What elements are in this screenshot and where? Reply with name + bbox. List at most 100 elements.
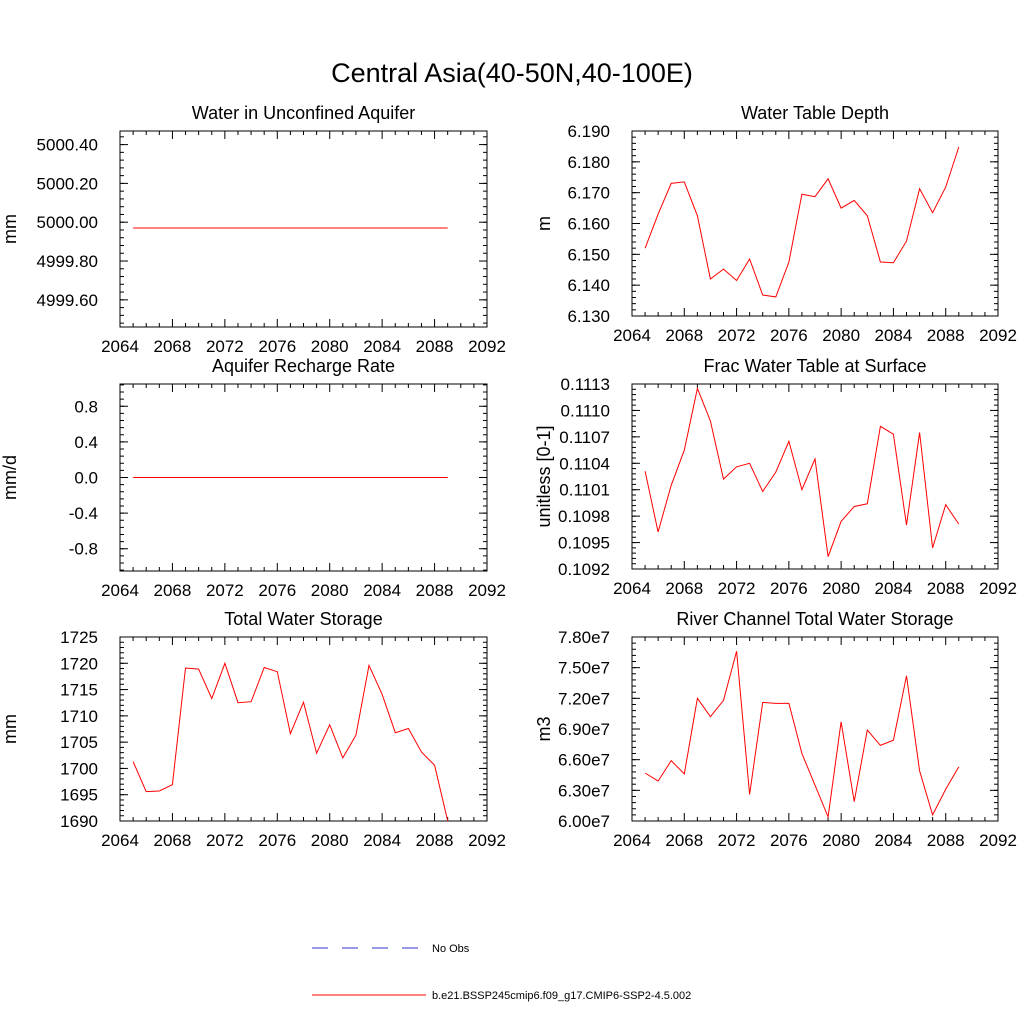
panel-water-table-depth: Water Table Depth 2064 2068 2072 2076 2080 208…: [534, 103, 1017, 345]
panel-total-water-storage: Total Water Storage 2064 2068 2072 2076 2080 2…: [0, 609, 506, 850]
y-tick-label: 6.130: [567, 307, 610, 326]
y-tick-label: 7.20e7: [558, 689, 610, 708]
x-tick-label: 2092: [979, 831, 1017, 850]
plot-frame: [631, 130, 999, 317]
y-tick-label: 0.8: [74, 397, 98, 416]
x-tick-label: 2064: [101, 337, 139, 356]
panels-group: Water in Unconfined Aquifer 2064 2068 2072 2…: [0, 103, 1017, 850]
y-tick-label: 6.30e7: [558, 781, 610, 800]
y-tick-label: 4999.80: [37, 252, 98, 271]
x-tick-label: 2076: [770, 326, 808, 345]
x-tick-label: 2088: [927, 326, 965, 345]
y-tick-label: 1705: [60, 733, 98, 752]
y-tick-label: 4999.60: [37, 291, 98, 310]
x-tick-label: 2084: [363, 581, 401, 600]
x-tick-label: 2092: [468, 581, 506, 600]
x-tick-label: 2068: [154, 581, 192, 600]
y-tick-label: 0.1107: [559, 428, 610, 447]
x-tick-label: 2088: [927, 831, 965, 850]
x-tick-label: 2064: [101, 831, 139, 850]
legend-model-label: b.e21.BSSP245cmip6.f09_g17.CMIP6-SSP2-4.…: [432, 990, 691, 1002]
plot-frame: [631, 383, 999, 570]
y-tick-label: 0.1092: [558, 560, 610, 579]
y-tick-label: 6.150: [567, 245, 610, 264]
x-tick-label: 2088: [416, 581, 454, 600]
y-tick-label: 0.1104: [559, 454, 610, 473]
x-tick-label: 2076: [770, 579, 808, 598]
x-tick-label: 2092: [979, 326, 1017, 345]
plot-frame: [119, 636, 488, 822]
y-tick-label: 1715: [60, 681, 98, 700]
y-tick-label: 6.180: [567, 153, 610, 172]
x-tick-label: 2068: [154, 337, 192, 356]
panel-title: Frac Water Table at Surface: [703, 356, 926, 376]
figure-title: Central Asia(40-50N,40-100E): [331, 58, 693, 88]
y-tick-label: 0.0: [74, 469, 98, 488]
x-tick-label: 2068: [154, 831, 192, 850]
x-tick-label: 2080: [822, 579, 860, 598]
x-tick-label: 2080: [311, 337, 349, 356]
y-tick-label: 0.4: [74, 433, 98, 452]
x-tick-label: 2080: [822, 326, 860, 345]
series-line: [644, 146, 960, 298]
x-tick-label: 2072: [206, 831, 244, 850]
x-tick-label: 2072: [206, 337, 244, 356]
x-tick-label: 2088: [416, 831, 454, 850]
x-tick-label: 2072: [718, 326, 756, 345]
x-tick-label: 2076: [770, 831, 808, 850]
panel-frac-water-table-at-surface: Frac Water Table at Surface 2064 2068 2072 2…: [534, 356, 1017, 598]
x-tick-label: 2068: [665, 326, 703, 345]
x-tick-label: 2072: [718, 831, 756, 850]
y-tick-label: 6.160: [567, 215, 610, 234]
x-tick-label: 2080: [311, 581, 349, 600]
x-tick-label: 2084: [363, 831, 401, 850]
y-tick-label: 1690: [60, 812, 98, 831]
y-axis-label: unitless [0-1]: [534, 425, 554, 527]
x-tick-label: 2076: [258, 581, 296, 600]
x-tick-label: 2076: [258, 337, 296, 356]
y-axis-label: mm/d: [0, 455, 20, 500]
x-tick-label: 2076: [258, 831, 296, 850]
x-tick-label: 2084: [875, 579, 913, 598]
y-axis-label: mm: [0, 714, 20, 744]
x-tick-label: 2068: [665, 579, 703, 598]
panel-aquifer-recharge-rate: Aquifer Recharge Rate 2064 2068 2072 2076 208…: [0, 356, 506, 600]
y-tick-label: 1700: [60, 759, 98, 778]
panel-title: Total Water Storage: [224, 609, 382, 629]
y-tick-label: 0.1110: [561, 401, 610, 420]
x-tick-label: 2088: [927, 579, 965, 598]
plot-frame: [119, 130, 488, 328]
x-tick-label: 2072: [718, 579, 756, 598]
panel-title: River Channel Total Water Storage: [676, 609, 953, 629]
x-tick-label: 2084: [875, 831, 913, 850]
series-line: [644, 386, 960, 557]
y-tick-label: 0.1098: [558, 507, 610, 526]
x-tick-label: 2080: [822, 831, 860, 850]
x-tick-label: 2088: [416, 337, 454, 356]
y-tick-label: 5000.40: [37, 136, 98, 155]
y-tick-label: 6.140: [567, 276, 610, 295]
y-tick-label: 6.170: [567, 184, 610, 203]
x-tick-label: 2064: [613, 579, 651, 598]
y-axis-label: m3: [534, 716, 554, 741]
y-axis-label: m: [534, 216, 554, 231]
x-tick-label: 2092: [468, 831, 506, 850]
panel-title: Water in Unconfined Aquifer: [192, 103, 415, 123]
y-tick-label: 0.1095: [558, 534, 610, 553]
x-tick-label: 2064: [613, 326, 651, 345]
panel-title: Aquifer Recharge Rate: [212, 356, 395, 376]
legend: No Obs b.e21.BSSP245cmip6.f09_g17.CMIP6-…: [312, 943, 691, 1002]
x-tick-label: 2084: [875, 326, 913, 345]
panel-water-in-unconfined-aquifer: Water in Unconfined Aquifer 2064 2068 2072 2…: [0, 103, 506, 356]
x-tick-label: 2092: [468, 337, 506, 356]
y-tick-label: 6.60e7: [558, 751, 610, 770]
x-tick-label: 2064: [613, 831, 651, 850]
y-tick-label: -0.4: [69, 504, 98, 523]
series-line: [132, 661, 449, 821]
y-tick-label: 1710: [60, 707, 98, 726]
y-tick-label: 7.50e7: [558, 659, 610, 678]
y-tick-label: 6.190: [567, 122, 610, 141]
x-tick-label: 2068: [665, 831, 703, 850]
x-tick-label: 2064: [101, 581, 139, 600]
